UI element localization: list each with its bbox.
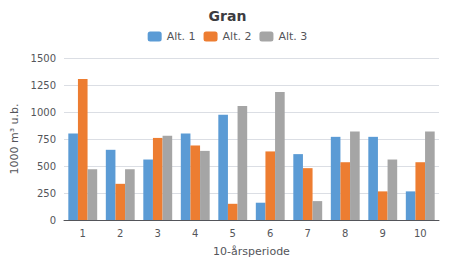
svg-text:8: 8 (342, 228, 348, 239)
svg-text:1000 m³ u.b.: 1000 m³ u.b. (8, 103, 21, 174)
svg-text:7: 7 (305, 228, 311, 239)
svg-text:Alt. 1: Alt. 1 (167, 30, 196, 43)
svg-text:500: 500 (37, 161, 56, 172)
svg-text:10-årsperiode: 10-årsperiode (213, 245, 290, 258)
svg-text:2: 2 (117, 228, 123, 239)
svg-text:4: 4 (192, 228, 198, 239)
svg-text:1250: 1250 (31, 80, 56, 91)
svg-text:5: 5 (230, 228, 236, 239)
svg-text:0: 0 (50, 215, 56, 226)
svg-text:10: 10 (414, 228, 427, 239)
svg-text:750: 750 (37, 134, 56, 145)
svg-text:250: 250 (37, 188, 56, 199)
svg-text:3: 3 (155, 228, 161, 239)
svg-text:1500: 1500 (31, 53, 56, 64)
svg-text:1000: 1000 (31, 107, 56, 118)
svg-text:Alt. 3: Alt. 3 (278, 30, 307, 43)
svg-text:6: 6 (267, 228, 273, 239)
svg-text:9: 9 (380, 228, 386, 239)
svg-text:Gran: Gran (209, 8, 247, 24)
svg-text:Alt. 2: Alt. 2 (223, 30, 252, 43)
svg-text:1: 1 (80, 228, 86, 239)
